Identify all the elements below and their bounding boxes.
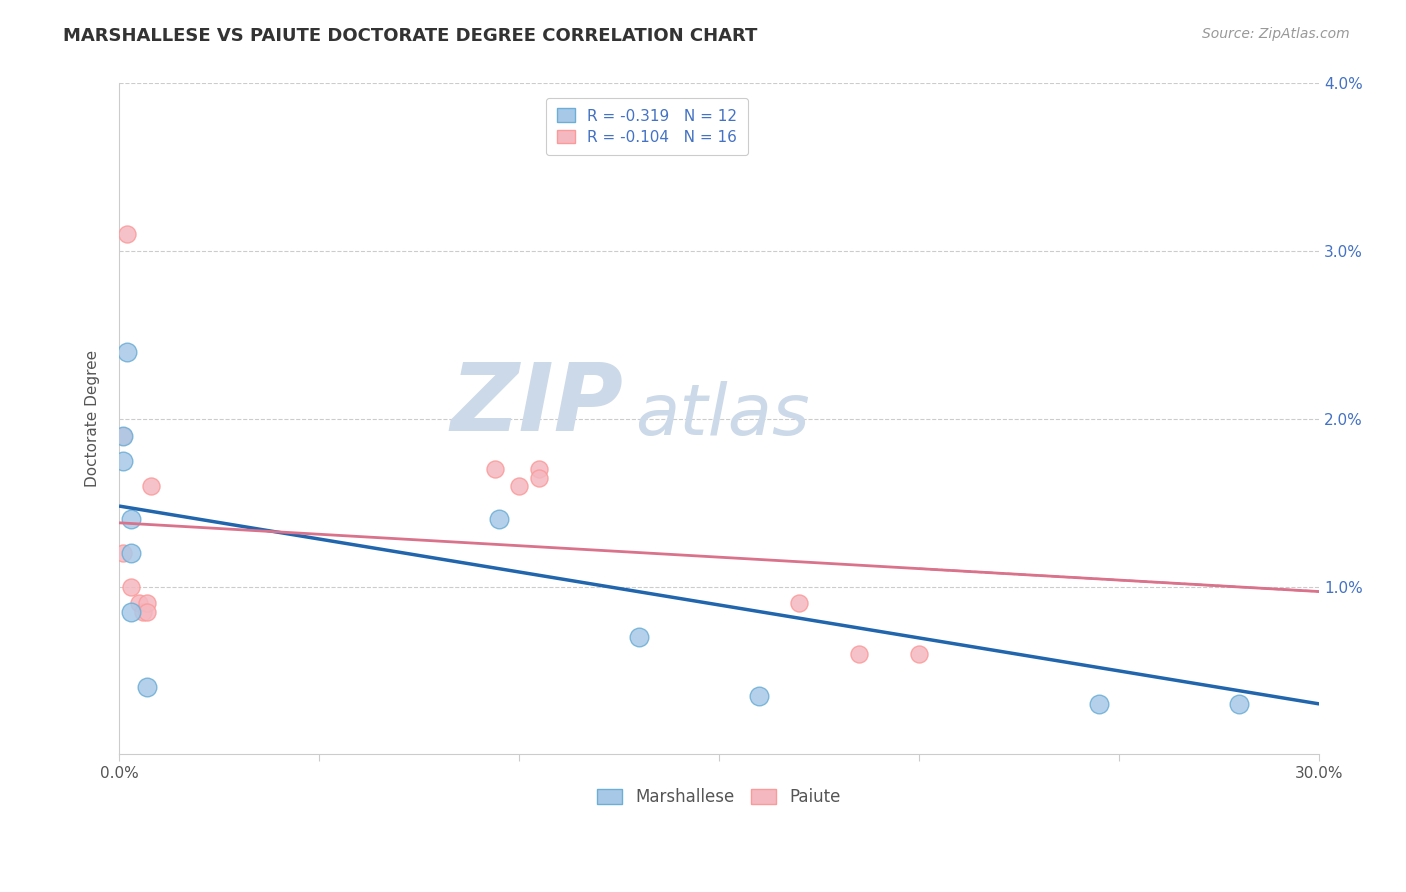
Point (787, 596, 810, 610)
Point (848, 647, 870, 661)
Point (908, 647, 931, 661)
Point (120, 580, 142, 594)
Point (112, 428, 135, 442)
Text: atlas: atlas (636, 381, 810, 450)
Point (139, 479, 162, 493)
Point (488, 512, 510, 526)
Point (112, 546, 135, 560)
Point (628, 630, 651, 644)
Point (112, 454, 135, 468)
Point (112, 428, 135, 442)
Legend: Marshallese, Paiute: Marshallese, Paiute (591, 781, 848, 813)
Point (120, 605, 142, 619)
Point (115, 227, 138, 242)
Point (120, 546, 142, 560)
Point (508, 479, 530, 493)
Point (1227, 697, 1250, 711)
Point (115, 344, 138, 359)
Point (748, 689, 770, 703)
Text: Source: ZipAtlas.com: Source: ZipAtlas.com (1202, 27, 1350, 41)
Text: MARSHALLESE VS PAIUTE DOCTORATE DEGREE CORRELATION CHART: MARSHALLESE VS PAIUTE DOCTORATE DEGREE C… (63, 27, 758, 45)
Point (527, 470, 550, 484)
Y-axis label: Doctorate Degree: Doctorate Degree (86, 351, 100, 487)
Point (132, 605, 155, 619)
Point (527, 462, 550, 476)
Point (120, 512, 142, 526)
Point (484, 462, 506, 476)
Point (128, 596, 150, 610)
Point (136, 680, 159, 694)
Point (136, 596, 159, 610)
Text: ZIP: ZIP (450, 359, 623, 451)
Point (136, 605, 159, 619)
Point (1088, 697, 1111, 711)
